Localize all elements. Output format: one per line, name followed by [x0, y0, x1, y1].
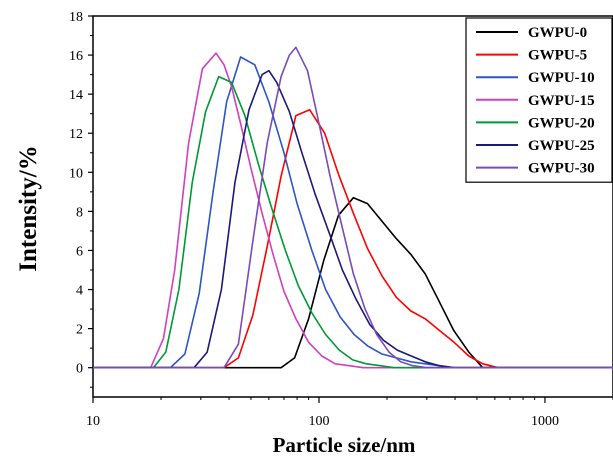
series-line-gwpu-5 — [93, 109, 613, 369]
y-tick-label: 6 — [76, 244, 83, 259]
series-line-gwpu-25 — [93, 69, 613, 369]
legend-label: GWPU-25 — [528, 138, 595, 154]
x-axis-title: Particle size/nm — [273, 433, 416, 457]
y-tick-label: 12 — [69, 127, 83, 142]
y-tick-label: 14 — [69, 88, 83, 103]
y-tick-label: 0 — [76, 362, 83, 377]
plot-frame — [92, 15, 613, 398]
legend-label: GWPU-20 — [528, 115, 595, 131]
x-tick-label: 10 — [86, 414, 100, 429]
y-tick-label: 4 — [76, 284, 83, 299]
legend-label: GWPU-15 — [528, 93, 595, 109]
series-layer — [93, 46, 613, 369]
legend-label: GWPU-10 — [528, 70, 595, 86]
y-axis-title: Intensity/% — [15, 145, 42, 271]
plot-border — [92, 15, 613, 398]
legend-label: GWPU-5 — [528, 48, 587, 64]
series-line-gwpu-20 — [93, 75, 613, 369]
y-tick-label: 8 — [76, 205, 83, 220]
series-line-gwpu-30 — [93, 46, 613, 369]
x-tick-label: 1000 — [531, 414, 559, 429]
legend-label: GWPU-30 — [528, 161, 595, 177]
series-line-gwpu-15 — [93, 52, 613, 369]
series-line-gwpu-0 — [93, 196, 613, 369]
legend: GWPU-0 GWPU-5 GWPU-10 GWPU-15 GWPU-20 GWPU-25… — [465, 17, 613, 183]
y-tick-label: 2 — [76, 323, 83, 338]
axis-layer: 0 2 4 6 8 10 12 14 16 18 10 100 1000 — [69, 10, 613, 429]
y-tick-label: 10 — [69, 166, 83, 181]
y-tick-label: 16 — [69, 49, 83, 64]
x-tick-label: 100 — [308, 414, 329, 429]
y-tick-label: 18 — [69, 10, 83, 25]
series-line-gwpu-10 — [93, 56, 613, 369]
legend-label: GWPU-0 — [528, 25, 587, 41]
